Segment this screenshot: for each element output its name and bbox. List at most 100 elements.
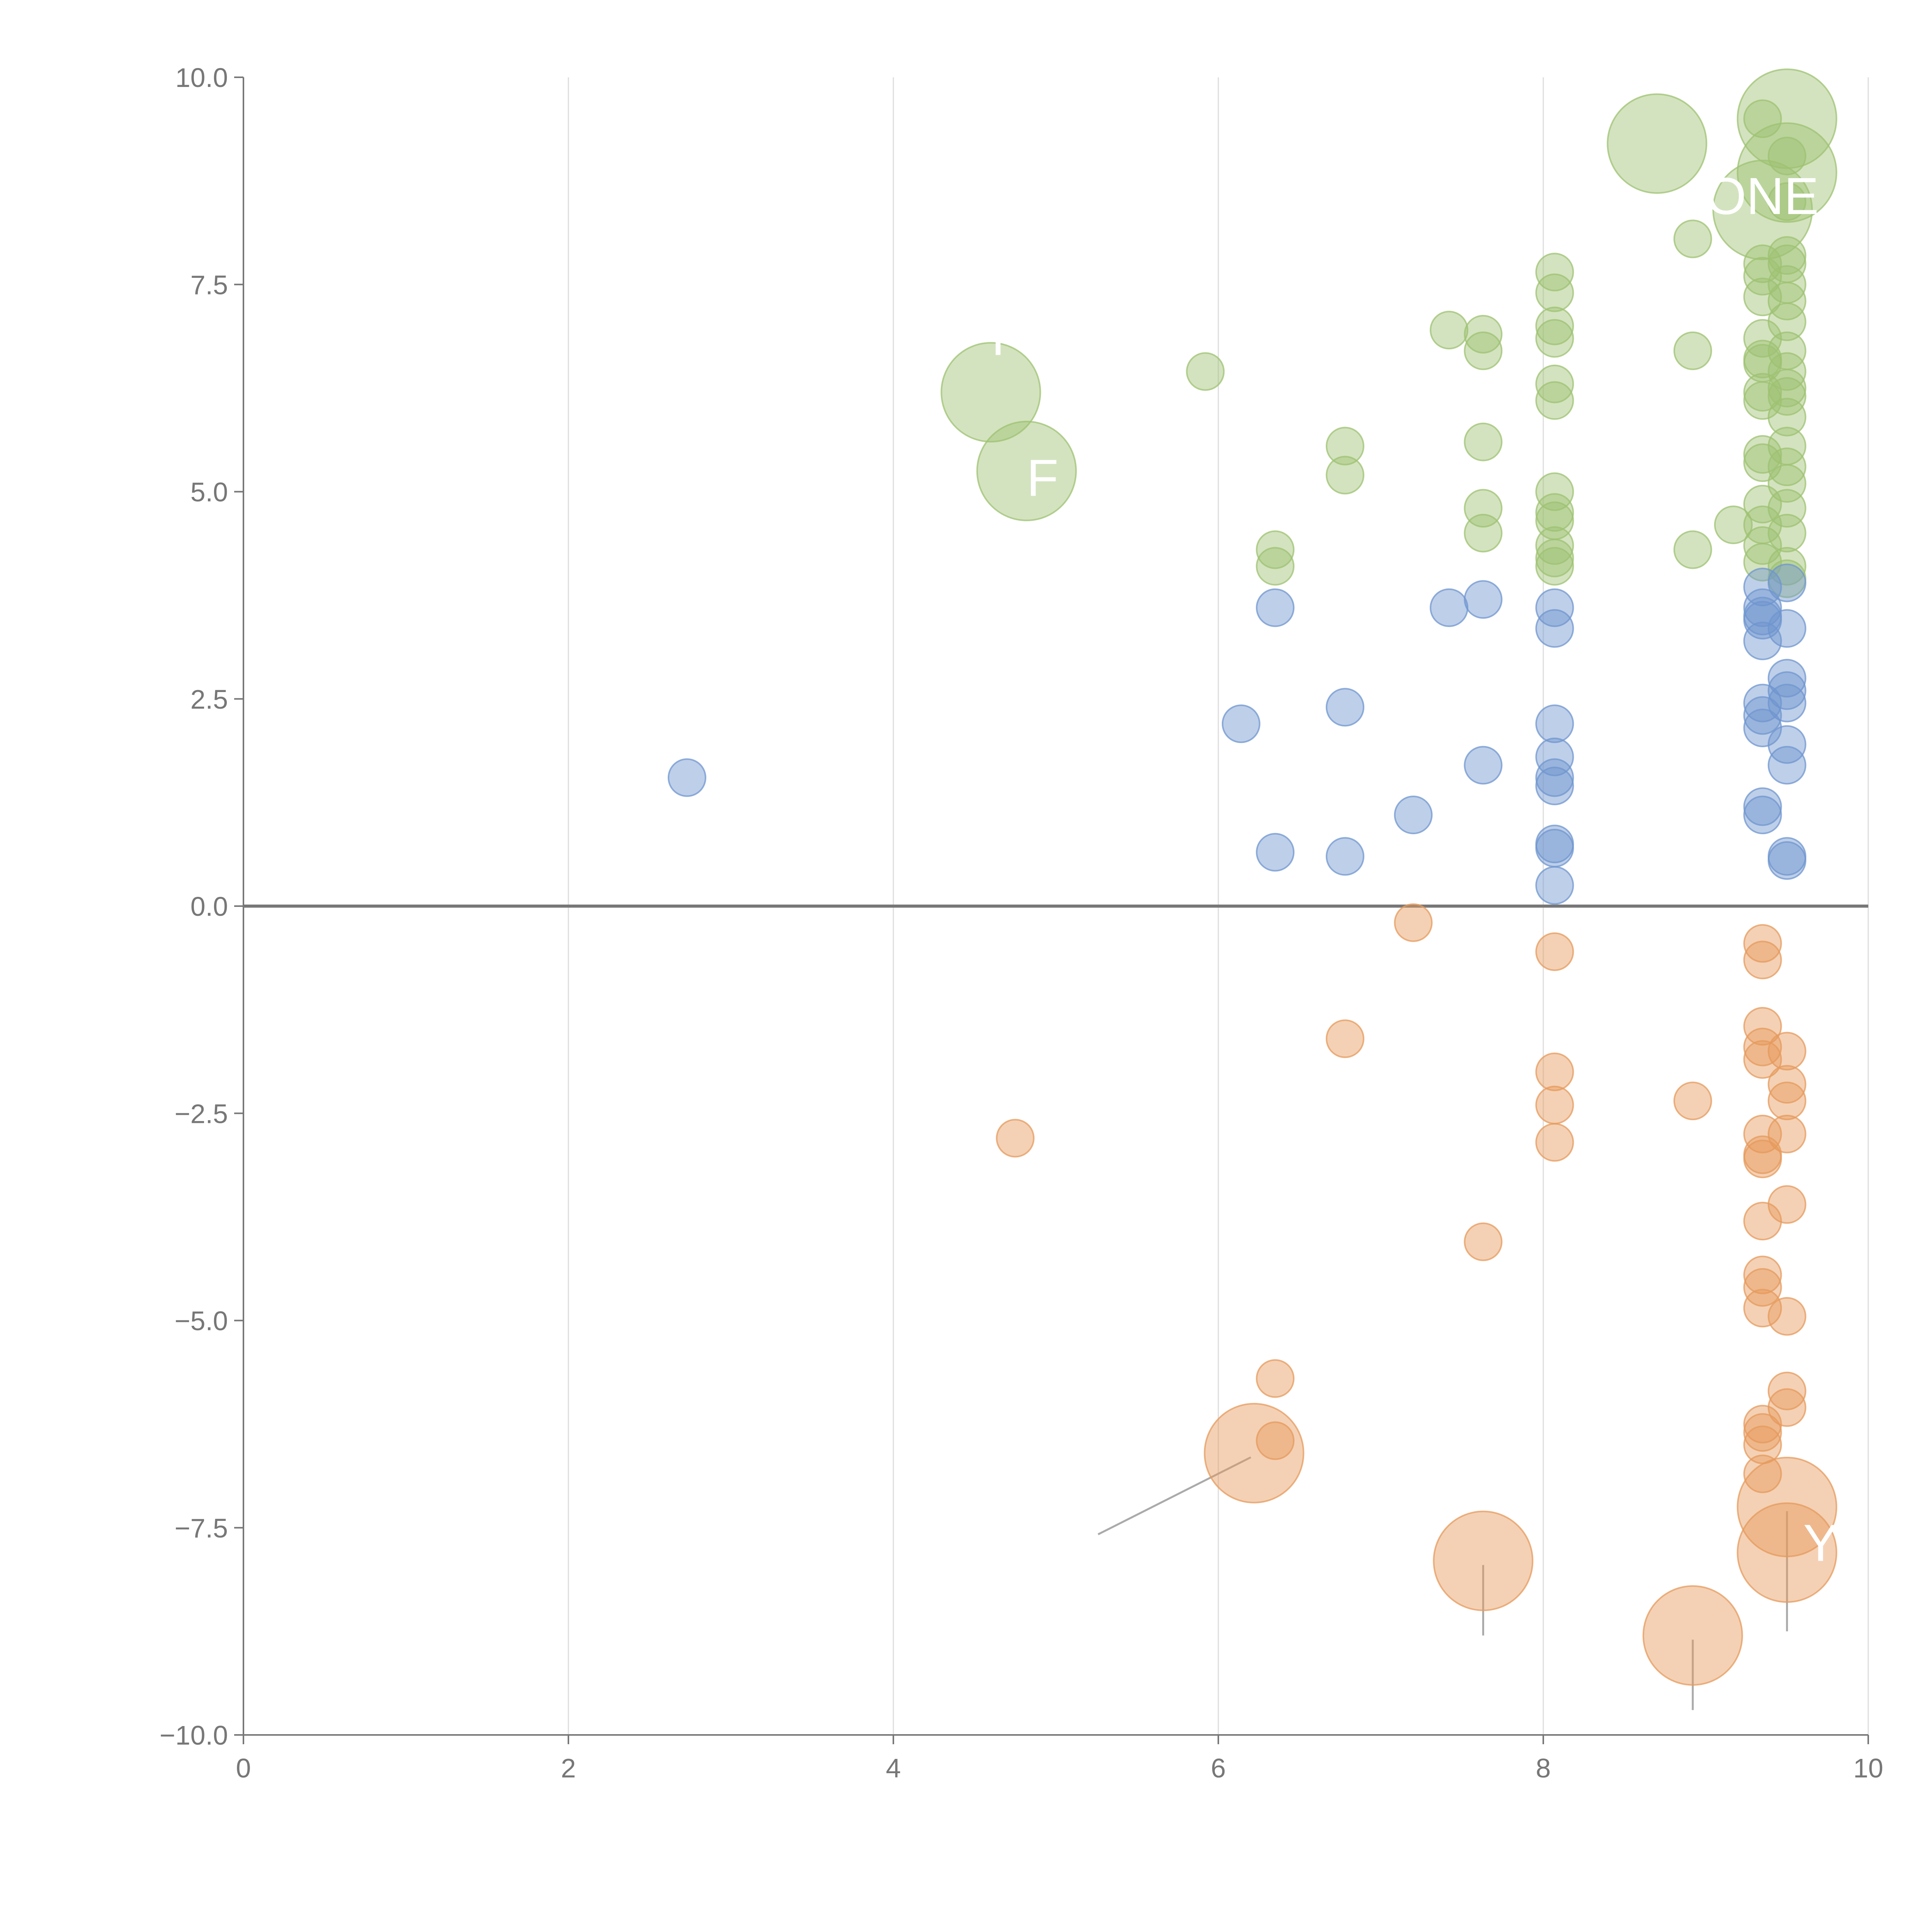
orange-point-25 — [1743, 1289, 1782, 1328]
green-point-29 — [1743, 381, 1782, 420]
blue-point-35 — [1256, 833, 1295, 872]
data-points — [667, 68, 1837, 1686]
blue-point-19 — [1767, 746, 1806, 785]
x-tick-label-3: 6 — [1211, 1753, 1226, 1783]
y-tick-label-2: 5.0 — [190, 477, 228, 507]
blue-point-36 — [1325, 837, 1364, 876]
orange-point-1 — [1535, 932, 1574, 971]
blue-point-10 — [1430, 588, 1469, 627]
annotation-leaders — [993, 118, 1788, 1710]
orange-point-28 — [1767, 1371, 1806, 1410]
blue-point-11 — [1256, 588, 1295, 627]
blue-point-21 — [1535, 737, 1574, 776]
green-point-62 — [1464, 514, 1503, 553]
orange-point-12 — [1767, 1082, 1806, 1121]
green-point-37 — [1767, 398, 1806, 437]
green-point-22 — [1464, 331, 1503, 370]
orange-point-15 — [1535, 1123, 1574, 1162]
orange-point-37 — [1736, 1502, 1837, 1603]
y-tick-label-1: 7.5 — [190, 270, 228, 300]
green-point-44 — [1325, 456, 1364, 495]
orange-point-22 — [1464, 1222, 1503, 1261]
orange-point-19 — [1743, 1139, 1782, 1179]
blue-point-30 — [1394, 796, 1433, 835]
orange-point-20 — [1767, 1185, 1806, 1224]
blue-point-29 — [1743, 796, 1782, 835]
green-point-13 — [1743, 277, 1782, 316]
green-point-19 — [1535, 319, 1574, 358]
green-point-46 — [976, 420, 1077, 521]
blue-point-28 — [1743, 787, 1782, 826]
green-point-28 — [1743, 373, 1782, 412]
blue-point-7 — [1535, 588, 1574, 627]
green-point-47 — [1743, 485, 1782, 524]
orange-point-9 — [1535, 1053, 1574, 1091]
x-tick-label-2: 4 — [886, 1753, 901, 1783]
annotation-leader-4 — [993, 350, 1012, 389]
annotation-label-2: F — [1027, 449, 1058, 507]
orange-point-27 — [1256, 1359, 1295, 1398]
y-tick-label-0: 10.0 — [175, 63, 228, 93]
green-point-3 — [1607, 93, 1708, 194]
orange-point-14 — [996, 1119, 1035, 1158]
green-point-45 — [1464, 422, 1503, 461]
orange-point-26 — [1767, 1297, 1806, 1336]
green-point-11 — [1743, 257, 1782, 296]
annotation-leader-5 — [1026, 470, 1041, 488]
green-point-65 — [1256, 530, 1295, 569]
blue-point-0 — [1767, 563, 1806, 602]
y-tick-label-5: −2.5 — [175, 1099, 228, 1129]
orange-point-3 — [1743, 940, 1782, 980]
green-point-43 — [1325, 427, 1364, 466]
y-tick-label-7: −7.5 — [175, 1513, 228, 1543]
blue-point-20 — [1535, 704, 1574, 743]
green-point-0 — [1736, 68, 1837, 169]
annotation-leader-0 — [1097, 1456, 1252, 1536]
green-point-56 — [1535, 493, 1574, 532]
green-point-1 — [1743, 99, 1782, 138]
annotation-leader-9 — [1692, 338, 1710, 360]
green-point-36 — [1535, 381, 1574, 420]
blue-point-27 — [667, 758, 706, 797]
blue-point-16 — [1743, 696, 1782, 735]
green-point-31 — [1767, 369, 1806, 408]
blue-point-8 — [1535, 609, 1574, 648]
green-point-17 — [1535, 273, 1574, 312]
y-tick-label-6: −5.0 — [175, 1306, 228, 1336]
green-point-15 — [1767, 302, 1806, 341]
green-point-20 — [1430, 311, 1469, 350]
blue-point-13 — [1767, 671, 1806, 710]
orange-point-10 — [1767, 1065, 1806, 1104]
blue-point-34 — [1767, 841, 1806, 880]
orange-point-31 — [1743, 1413, 1782, 1452]
y-tick-label-4: 0.0 — [190, 891, 228, 922]
annotation-leader-6 — [1608, 130, 1657, 145]
green-point-14 — [1767, 282, 1806, 321]
blue-point-24 — [1464, 746, 1503, 785]
green-point-32 — [1673, 331, 1712, 370]
green-point-41 — [1767, 447, 1806, 486]
green-point-7 — [1673, 219, 1712, 259]
green-point-55 — [1535, 472, 1574, 511]
blue-point-1 — [1743, 568, 1782, 607]
orange-point-33 — [1256, 1421, 1295, 1460]
annotation-label-0: ONE — [1706, 167, 1819, 225]
blue-point-26 — [1221, 704, 1260, 743]
green-point-63 — [1714, 505, 1753, 544]
blue-point-15 — [1767, 684, 1806, 723]
green-point-18 — [1535, 306, 1574, 345]
orange-point-24 — [1743, 1268, 1782, 1307]
blue-point-23 — [1535, 766, 1574, 805]
green-point-59 — [1535, 539, 1574, 578]
orange-point-38 — [1433, 1510, 1534, 1611]
x-tick-label-4: 8 — [1536, 1753, 1551, 1783]
green-point-21 — [1464, 315, 1503, 354]
green-point-58 — [1535, 526, 1574, 565]
orange-point-21 — [1743, 1202, 1782, 1241]
tick-labels: 0 2 4 6 8 10 10.0 7.5 5.0 2.5 0.0 −2.5 −5.0 −7.5 −10.0 — [160, 63, 1883, 1783]
orange-point-4 — [1325, 1019, 1364, 1058]
blue-point-4 — [1743, 600, 1782, 639]
green-point-35 — [1535, 364, 1574, 403]
green-point-5 — [1712, 160, 1813, 260]
